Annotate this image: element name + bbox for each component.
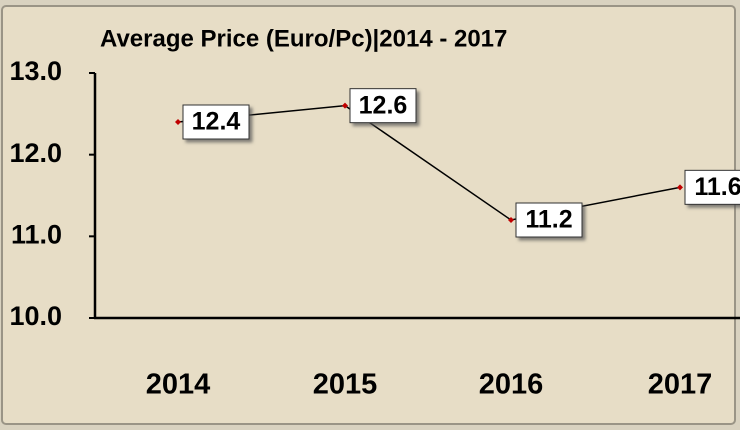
x-tick-label: 2015	[313, 369, 378, 401]
x-tick-label: 2017	[648, 369, 713, 401]
value-label: 11.2	[525, 206, 572, 234]
value-label: 12.6	[359, 91, 408, 119]
y-tick-label: 13.0	[9, 56, 62, 86]
line	[177, 104, 681, 221]
chart-title: Average Price (Euro/Pc)|2014 - 2017	[100, 25, 507, 52]
value-label: 12.4	[192, 108, 241, 136]
marker	[175, 119, 181, 125]
value-label-box	[684, 169, 740, 205]
y-tick-label: 12.0	[9, 138, 62, 168]
y-tick-label: 10.0	[9, 301, 62, 331]
x-tick-label: 2014	[146, 369, 211, 401]
marker	[508, 217, 514, 223]
x-tick-label: 2016	[479, 369, 544, 401]
value-label-box	[515, 202, 583, 238]
marker	[677, 184, 683, 191]
value-label-box	[349, 88, 417, 124]
y-tick-label: 11.0	[11, 219, 62, 249]
value-label: 11.6	[694, 173, 740, 201]
marker	[342, 102, 348, 109]
value-label-box	[182, 104, 250, 140]
panel	[1, 5, 736, 425]
